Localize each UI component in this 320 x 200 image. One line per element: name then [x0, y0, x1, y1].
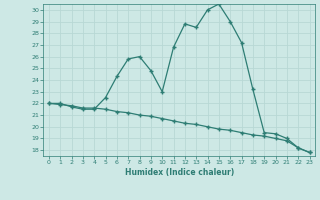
X-axis label: Humidex (Indice chaleur): Humidex (Indice chaleur) — [124, 168, 234, 177]
